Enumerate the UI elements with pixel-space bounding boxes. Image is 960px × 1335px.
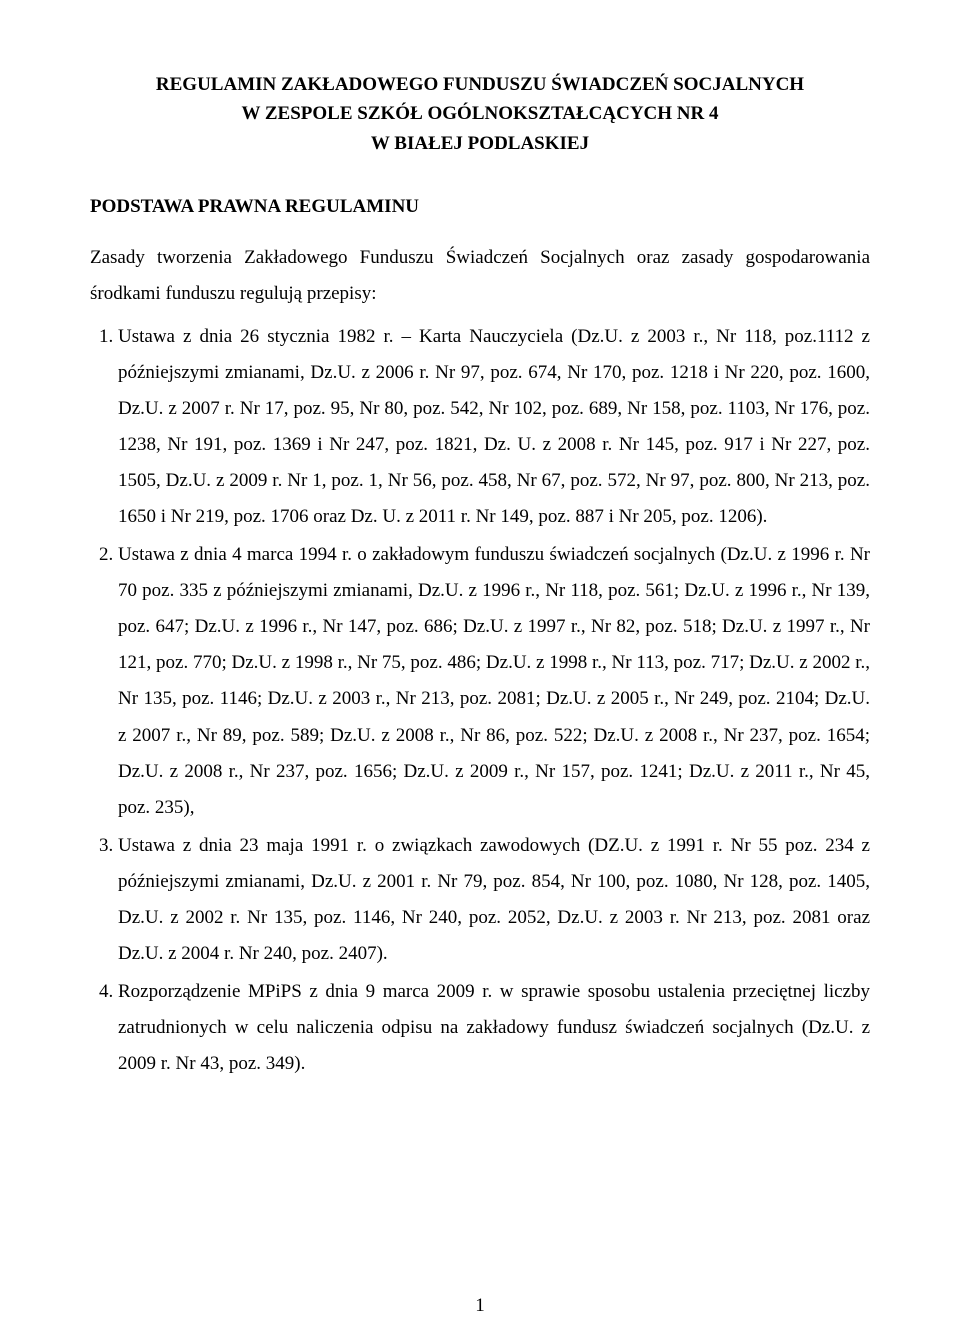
title-line-1: REGULAMIN ZAKŁADOWEGO FUNDUSZU ŚWIADCZEŃ… <box>90 70 870 99</box>
page-number: 1 <box>0 1295 960 1317</box>
document-page: REGULAMIN ZAKŁADOWEGO FUNDUSZU ŚWIADCZEŃ… <box>0 0 960 1335</box>
list-item: Rozporządzenie MPiPS z dnia 9 marca 2009… <box>118 974 870 1082</box>
title-line-3: W BIAŁEJ PODLASKIEJ <box>90 129 870 158</box>
section-heading: PODSTAWA PRAWNA REGULAMINU <box>90 196 870 218</box>
list-item: Ustawa z dnia 4 marca 1994 r. o zakładow… <box>118 537 870 826</box>
list-item: Ustawa z dnia 26 stycznia 1982 r. – Kart… <box>118 319 870 536</box>
intro-paragraph: Zasady tworzenia Zakładowego Funduszu Św… <box>90 240 870 312</box>
title-line-2: W ZESPOLE SZKÓŁ OGÓLNOKSZTAŁCĄCYCH NR 4 <box>90 99 870 128</box>
list-item: Ustawa z dnia 23 maja 1991 r. o związkac… <box>118 828 870 972</box>
legal-basis-list: Ustawa z dnia 26 stycznia 1982 r. – Kart… <box>90 319 870 1083</box>
document-title: REGULAMIN ZAKŁADOWEGO FUNDUSZU ŚWIADCZEŃ… <box>90 70 870 158</box>
